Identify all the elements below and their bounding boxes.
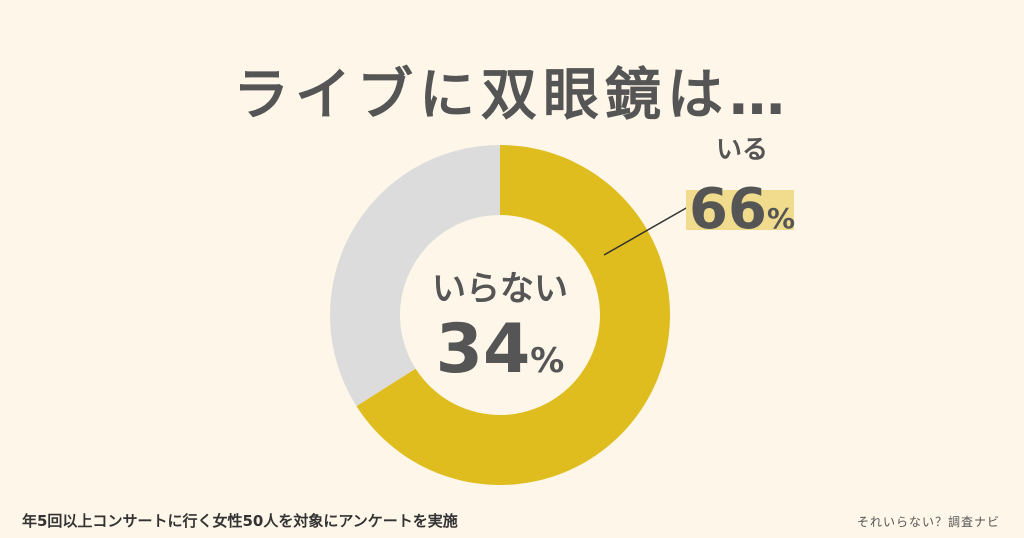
value-highlight	[686, 190, 794, 230]
survey-footnote: 年5回以上コンサートに行く女性50人を対象にアンケートを実施	[22, 512, 458, 530]
slice-label-yes: いる	[716, 135, 768, 165]
slice-value-no-unit: %	[530, 341, 564, 381]
slice-label-no: いらない	[432, 269, 568, 309]
slice-value-no-number: 34	[436, 310, 531, 389]
slice-value-no: 34%	[436, 310, 565, 389]
slice-value-yes: 66%	[689, 177, 795, 242]
leader-line	[603, 206, 689, 256]
site-credit: それいらない？調査ナビ	[856, 515, 1000, 529]
chart-title: ライブに双眼鏡は…	[233, 63, 791, 128]
slice-value-yes-number: 66	[689, 177, 767, 242]
slice-yes	[356, 145, 671, 485]
slice-value-yes-unit: %	[767, 202, 795, 235]
slice-no	[330, 145, 500, 407]
donut-slices	[330, 145, 671, 485]
